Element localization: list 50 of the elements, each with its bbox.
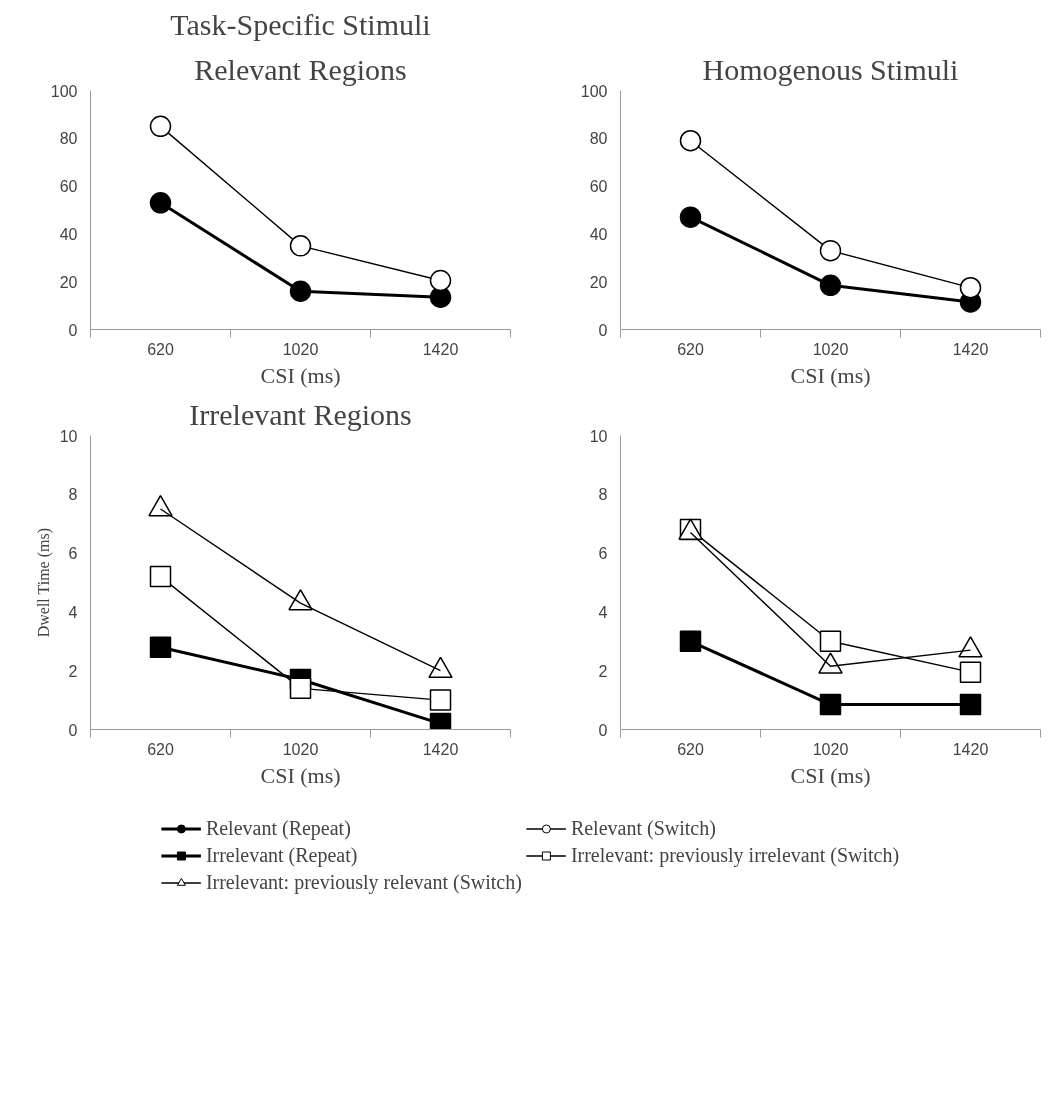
y-tick-label: 0	[68, 321, 78, 339]
y-tick-label: 0	[68, 721, 78, 739]
x-axis-title: CSI (ms)	[790, 762, 871, 788]
x-tick-label: 620	[677, 740, 704, 758]
x-tick-label: 620	[147, 340, 174, 358]
legend-label: Relevant (Repeat)	[205, 816, 351, 840]
x-tick-label: 1420	[422, 740, 459, 758]
legend-label: Irrelevant: previously irrelevant (Switch)	[570, 843, 900, 867]
y-tick-label: 6	[68, 545, 78, 563]
y-tick-label: 60	[589, 178, 608, 196]
y-tick-label: 60	[59, 178, 78, 196]
y-tick-label: 8	[598, 486, 608, 504]
legend-label: Relevant (Switch)	[570, 816, 716, 840]
x-tick-label: 1420	[952, 340, 989, 358]
y-tick-label: 80	[589, 130, 608, 148]
y-tick-label: 2	[598, 662, 608, 680]
x-axis-title: CSI (ms)	[260, 362, 341, 388]
x-tick-label: 1020	[812, 740, 849, 758]
y-tick-label: 4	[68, 603, 78, 621]
y-tick-label: 100	[50, 82, 78, 100]
y-tick-label: 100	[580, 82, 608, 100]
x-tick-label: 620	[677, 340, 704, 358]
y-tick-label: 6	[598, 545, 608, 563]
y-tick-label: 40	[59, 225, 78, 243]
x-tick-label: 1020	[282, 740, 319, 758]
x-tick-label: 1420	[422, 340, 459, 358]
chart-title: Task-Specific Stimuli	[170, 7, 431, 41]
y-tick-label: 20	[589, 273, 608, 291]
y-tick-label: 0	[598, 321, 608, 339]
chart-title: Irrelevant Regions	[189, 397, 412, 431]
y-axis-title: Dwell Time (ms)	[34, 527, 53, 638]
x-axis-title: CSI (ms)	[260, 762, 341, 788]
legend-label: Irrelevant (Repeat)	[205, 843, 358, 867]
y-tick-label: 10	[59, 427, 78, 445]
y-tick-label: 80	[59, 130, 78, 148]
y-tick-label: 40	[589, 225, 608, 243]
y-tick-label: 10	[589, 427, 608, 445]
chart-subtitle: Relevant Regions	[194, 52, 407, 86]
y-tick-label: 2	[68, 662, 78, 680]
chart-title: Homogenous Stimuli	[702, 52, 959, 86]
y-tick-label: 8	[68, 486, 78, 504]
y-tick-label: 20	[59, 273, 78, 291]
y-tick-label: 4	[598, 603, 608, 621]
legend-label: Irrelevant: previously relevant (Switch)	[205, 870, 522, 894]
x-tick-label: 1420	[952, 740, 989, 758]
y-tick-label: 0	[598, 721, 608, 739]
x-axis-title: CSI (ms)	[790, 362, 871, 388]
x-tick-label: 1020	[812, 340, 849, 358]
x-tick-label: 1020	[282, 340, 319, 358]
x-tick-label: 620	[147, 740, 174, 758]
